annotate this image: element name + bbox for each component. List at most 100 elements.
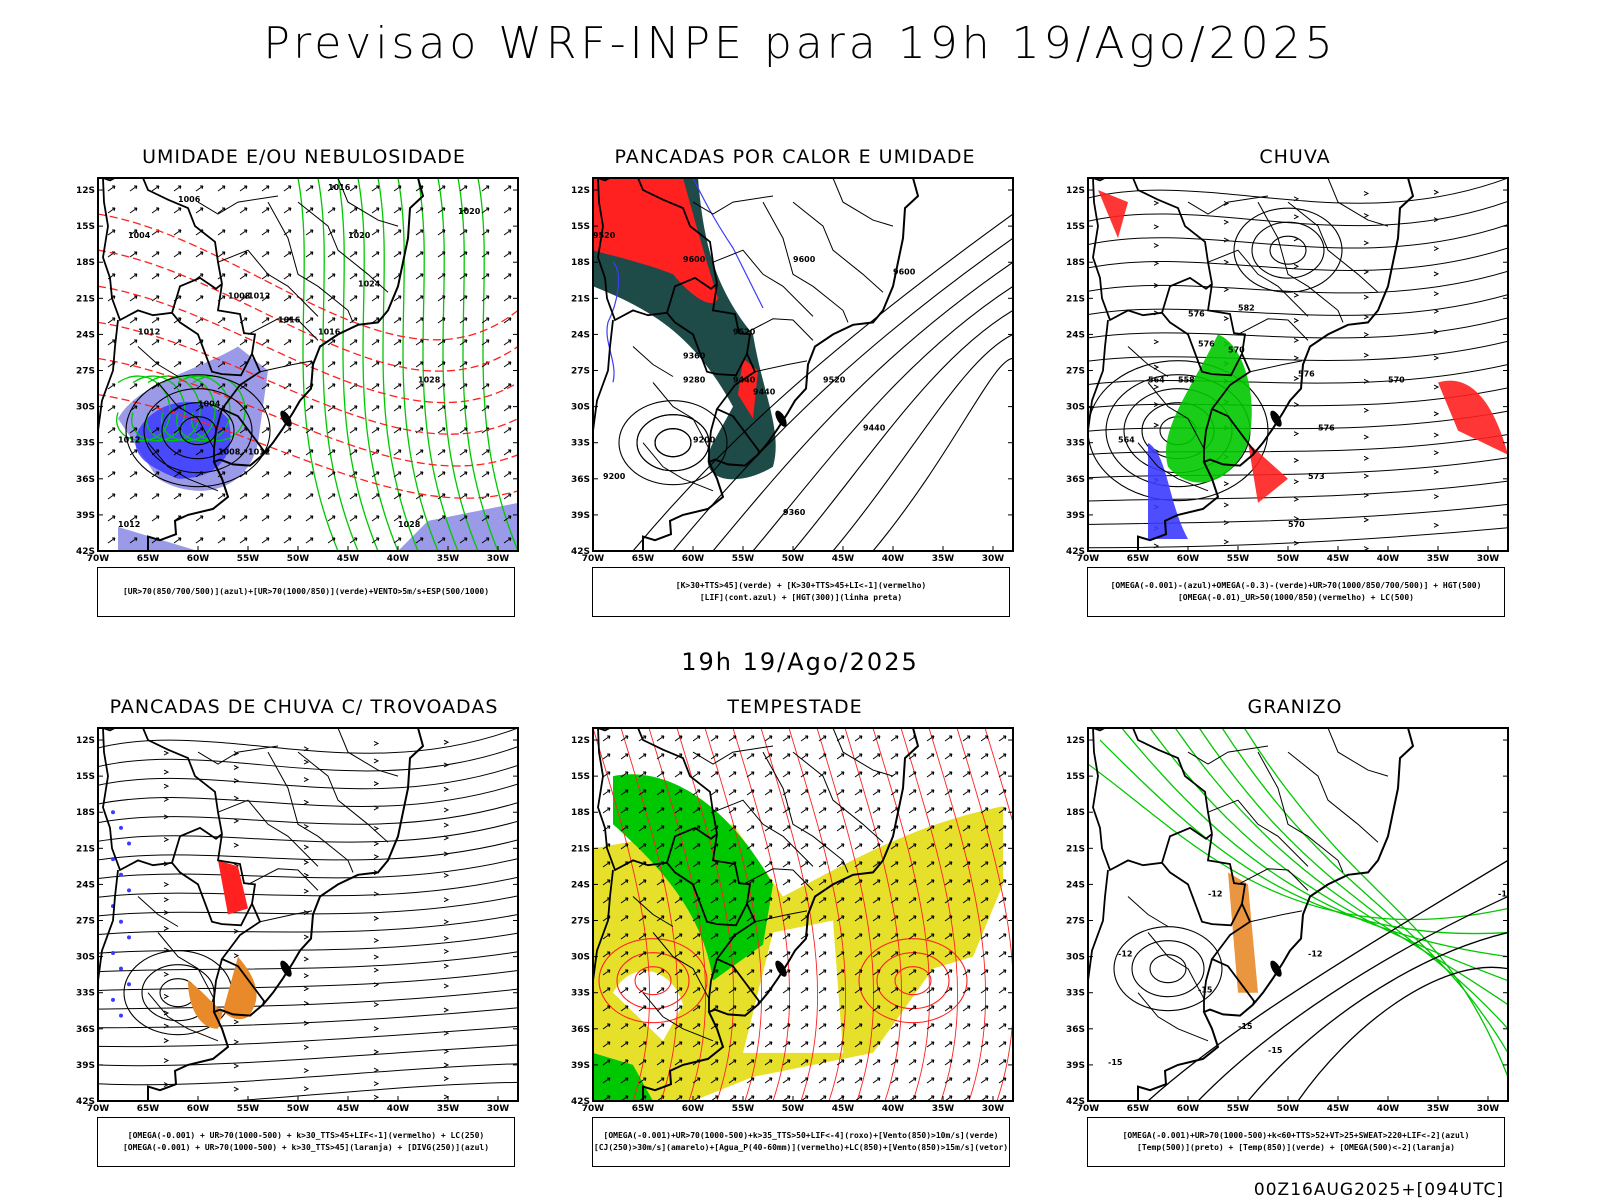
lon-label: 30W	[982, 554, 1005, 564]
wind-vector	[908, 915, 917, 922]
wind-vector	[854, 969, 863, 976]
flow-arrow	[443, 963, 450, 969]
thickness-contour-red	[98, 249, 518, 372]
contour-label: 1012	[118, 436, 140, 445]
wind-vector	[764, 789, 773, 796]
wind-vector	[239, 273, 248, 280]
state-border	[137, 346, 179, 377]
wind-vector	[818, 735, 827, 742]
map-granizo: -12-12 -12-15-15-15-12-1512S15S18S21S24S2…	[1066, 727, 1509, 1114]
wind-vector	[656, 897, 665, 904]
country-border	[1092, 728, 1213, 872]
flow-arrow	[1363, 213, 1370, 219]
wind-vector	[261, 207, 270, 214]
streamline	[98, 932, 518, 954]
flow-arrow	[164, 1106, 168, 1110]
legend-line: [OMEGA(-0.001) + UR>70(1000-500) + k>30_…	[122, 1143, 490, 1152]
humidity-contour-green	[477, 178, 518, 551]
state-border	[157, 382, 215, 449]
wind-vector	[261, 493, 270, 500]
state-border	[1327, 178, 1389, 227]
temp850-contour-green	[1099, 739, 1508, 935]
wind-vector	[481, 229, 490, 236]
wind-vector	[980, 843, 989, 850]
wind-vector	[782, 897, 791, 904]
state-border	[197, 195, 279, 215]
wind-vector	[371, 295, 380, 302]
flow-arrow	[163, 769, 170, 775]
contour-label: 9520	[593, 231, 616, 240]
wind-vector	[415, 251, 424, 258]
flow-arrow	[1293, 431, 1300, 437]
wind-vector	[261, 383, 270, 390]
wind-vector	[371, 537, 380, 544]
map-chuva: 576 582 576 570 564 558 564 576 570 576 573 570 12S 1…	[1066, 177, 1509, 564]
wind-vector	[998, 933, 1007, 940]
flow-arrow	[443, 739, 450, 745]
wind-vector	[503, 229, 512, 236]
panel-title-umidade: UMIDADE E/OU NEBULOSIDADE	[142, 146, 466, 168]
state-border	[197, 745, 279, 765]
wind-vector	[638, 753, 647, 760]
country-border	[98, 319, 119, 458]
panel-title-trovoadas: PANCADAS DE CHUVA C/ TROVOADAS	[109, 696, 499, 718]
divergence-dot-blue	[119, 1013, 123, 1018]
wind-vector	[602, 951, 611, 958]
wind-vector	[818, 753, 827, 760]
flow-arrow	[1223, 316, 1230, 321]
wind-vector	[980, 933, 989, 940]
state-border	[692, 745, 774, 765]
lon-label: 55W	[1227, 554, 1250, 564]
lon-label: 30W	[487, 554, 510, 564]
wind-vector	[692, 1005, 701, 1012]
wind-vector	[305, 449, 314, 456]
state-border	[1249, 910, 1303, 923]
wind-vector	[908, 897, 917, 904]
wind-vector	[944, 825, 953, 832]
wind-vector	[746, 1041, 755, 1048]
wind-vector	[261, 471, 270, 478]
wind-vector	[890, 1005, 899, 1012]
wind-vector	[782, 843, 791, 850]
contour-label: -15	[1108, 1058, 1123, 1067]
contour-label: 1012	[138, 327, 160, 336]
water-contour-red	[704, 728, 763, 1101]
flow-arrow	[303, 1068, 310, 1073]
lat-label: 39S	[76, 1061, 95, 1071]
wind-vector	[962, 843, 971, 850]
divergence-dot-blue	[127, 935, 131, 940]
wind-vector	[656, 1041, 665, 1048]
wind-vector	[998, 951, 1007, 958]
pressure-contour	[1149, 954, 1187, 984]
wind-vector	[602, 987, 611, 994]
wind-vector	[674, 951, 683, 958]
wind-vector	[327, 537, 336, 544]
wind-vector	[503, 251, 512, 258]
wind-vector	[459, 383, 468, 390]
wind-vector	[908, 1059, 917, 1066]
wind-vector	[998, 825, 1007, 832]
lon-label: 55W	[1227, 1104, 1250, 1114]
thickness-contour-red	[98, 285, 518, 404]
coastline	[147, 178, 425, 551]
wind-vector	[782, 1077, 791, 1084]
panel-title-tempestade: TEMPESTADE	[727, 696, 863, 718]
wind-vector	[764, 897, 773, 904]
wind-vector	[261, 251, 270, 258]
wind-vector	[481, 383, 490, 390]
wind-vector	[283, 515, 292, 522]
lat-label: 27S	[76, 917, 95, 927]
flow-arrow	[1433, 522, 1440, 528]
flow-arrow	[1223, 502, 1230, 508]
wind-vector	[656, 1059, 665, 1066]
wind-vector	[800, 807, 809, 814]
country-border	[593, 869, 614, 1008]
wind-vector	[908, 753, 917, 760]
flow-arrow	[1433, 411, 1440, 417]
wind-vector	[239, 515, 248, 522]
wind-vector	[764, 807, 773, 814]
lon-label: 40W	[387, 1104, 410, 1114]
legend-line: [Temp(500)](preto) + [Temp(850)](verde) …	[1137, 1143, 1455, 1152]
wind-vector	[908, 843, 917, 850]
flow-arrow	[1363, 269, 1370, 275]
